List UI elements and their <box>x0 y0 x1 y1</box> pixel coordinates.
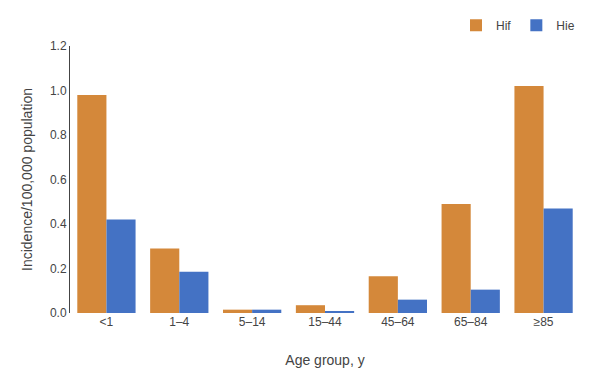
svg-text:65–84: 65–84 <box>454 315 488 329</box>
svg-text:0.0: 0.0 <box>50 306 67 320</box>
svg-text:≥85: ≥85 <box>534 315 554 329</box>
svg-text:5–14: 5–14 <box>239 315 266 329</box>
svg-text:1–4: 1–4 <box>169 315 189 329</box>
svg-text:1.2: 1.2 <box>50 39 67 53</box>
svg-text:1.0: 1.0 <box>50 84 67 98</box>
svg-text:Incidence/100,000 population: Incidence/100,000 population <box>19 88 35 271</box>
svg-text:15–44: 15–44 <box>308 315 342 329</box>
svg-text:0.4: 0.4 <box>50 217 67 231</box>
svg-text:Hie: Hie <box>556 19 574 33</box>
svg-text:0.6: 0.6 <box>50 173 67 187</box>
svg-text:0.8: 0.8 <box>50 128 67 142</box>
svg-text:0.2: 0.2 <box>50 262 67 276</box>
svg-text:45–64: 45–64 <box>381 315 415 329</box>
svg-text:Age group, y: Age group, y <box>285 352 364 368</box>
svg-text:<1: <1 <box>100 315 114 329</box>
svg-text:Hif: Hif <box>496 19 511 33</box>
